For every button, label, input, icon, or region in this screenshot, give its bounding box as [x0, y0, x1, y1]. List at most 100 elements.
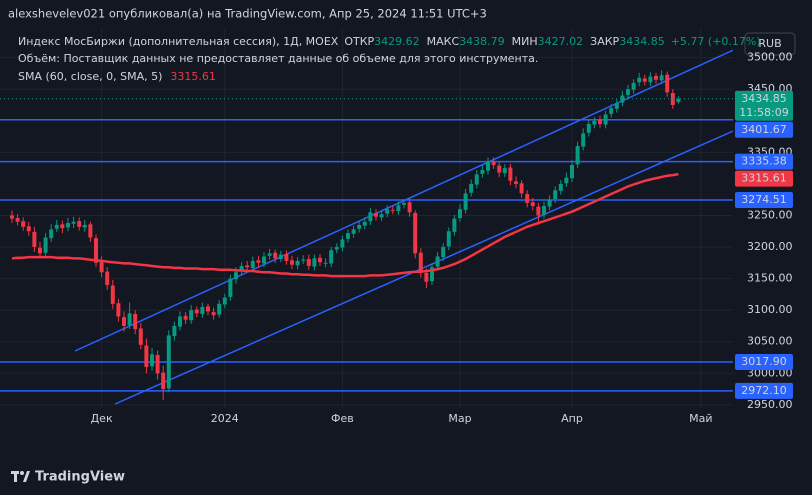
candle-body [26, 226, 31, 232]
candle-body [329, 250, 334, 264]
candle-body [525, 194, 530, 203]
currency-button[interactable] [744, 32, 796, 56]
brand: TradingView [35, 470, 125, 485]
candle-body [54, 224, 59, 229]
currency[interactable]: RUB [758, 37, 781, 50]
candle-body [278, 254, 283, 260]
candle-body [457, 209, 462, 218]
level-label-box [735, 121, 793, 138]
candle-body [250, 260, 255, 268]
candle-body [127, 313, 132, 326]
candle-body [379, 214, 384, 218]
candle-body [317, 257, 322, 263]
candle-body [77, 221, 82, 227]
channel-lower [114, 127, 741, 405]
candle-body [37, 247, 42, 254]
ohlc-label: ЗАКР [590, 35, 619, 48]
candle-body [357, 224, 362, 229]
level-label: 3017.90 [741, 355, 787, 368]
candle-body [586, 123, 591, 133]
candle-body [659, 75, 664, 81]
candle-body [9, 215, 14, 219]
candle-body [312, 258, 317, 267]
candle-body [222, 297, 227, 305]
legend-line: Индекс МосБиржи (дополнительная сессия),… [18, 35, 761, 48]
candle-body [502, 168, 507, 174]
candle-body [200, 307, 205, 314]
candle-body [15, 218, 20, 222]
candle-body [390, 209, 395, 211]
level-label-box [735, 382, 793, 399]
candle-body [609, 108, 614, 114]
legend-line: SMA (60, close, 0, SMA, 5) 3315.61 [18, 70, 216, 83]
countdown: 11:58:09 [739, 106, 788, 119]
candle-body [676, 98, 681, 103]
candle-body [273, 252, 278, 259]
y-tick-label: 3250.00 [747, 208, 793, 221]
candle-body [116, 303, 121, 317]
candle-body [149, 354, 154, 367]
candle-body [177, 316, 182, 327]
candle-body [228, 278, 233, 297]
candle-body [256, 260, 261, 263]
candle-body [446, 231, 451, 247]
y-tick-label: 3050.00 [747, 335, 793, 348]
candle-body [99, 262, 104, 273]
level-label: 3401.67 [741, 123, 787, 136]
sma-value: 3315.61 [170, 70, 216, 83]
candle-body [295, 260, 300, 266]
candle-body [575, 146, 580, 165]
candle-body [469, 183, 474, 193]
level-label: 2972.10 [741, 384, 787, 397]
ohlc-value: 3427.02 [538, 35, 584, 48]
candle-body [233, 272, 238, 280]
y-tick-label: 3150.00 [747, 272, 793, 285]
candle-body [603, 114, 608, 125]
candle-body [194, 309, 199, 314]
candle-body [21, 221, 26, 227]
ohlc-value: 3438.79 [459, 35, 505, 48]
candle-body [597, 120, 602, 124]
ohlc-value: 3434.85 [619, 35, 665, 48]
candle-body [155, 354, 160, 374]
candle-body [396, 205, 401, 212]
sma-label-box [735, 170, 793, 187]
candle-body [513, 181, 518, 184]
logo [11, 471, 30, 482]
candle-body [189, 310, 194, 321]
sma-label: 3315.61 [741, 172, 787, 185]
candle-body [373, 212, 378, 217]
candle-body [581, 133, 586, 147]
level-label-box [735, 192, 793, 209]
level-label: 3274.51 [741, 193, 787, 206]
candle-body [105, 271, 110, 285]
candle-body [592, 120, 597, 125]
level-label-box [735, 153, 793, 170]
candle-body [558, 183, 563, 191]
candle-body [65, 223, 70, 228]
candle-body [569, 164, 574, 179]
candle-body [245, 265, 250, 268]
candle-body [385, 209, 390, 214]
x-tick-label: 2024 [211, 412, 239, 425]
candle-body [418, 252, 423, 273]
candle-body [289, 260, 294, 265]
y-tick-label: 3100.00 [747, 303, 793, 316]
candle-body [653, 75, 658, 80]
candle-body [441, 247, 446, 258]
level-label: 3335.38 [741, 155, 787, 168]
candle-body [88, 224, 93, 238]
volume-note: Объём: Поставщик данных не предоставляет… [18, 52, 538, 65]
candle-body [564, 177, 569, 184]
change: +5.77 (+0.17%) [671, 35, 761, 48]
candle-body [82, 224, 87, 228]
level-label-box [735, 353, 793, 370]
candle-body [301, 259, 306, 261]
candle-body [93, 238, 98, 263]
ohlc-value: 3429.62 [374, 35, 420, 48]
candle-body [424, 272, 429, 282]
candle-body [519, 183, 524, 194]
candle-body [261, 256, 266, 264]
candle-body [121, 317, 126, 326]
